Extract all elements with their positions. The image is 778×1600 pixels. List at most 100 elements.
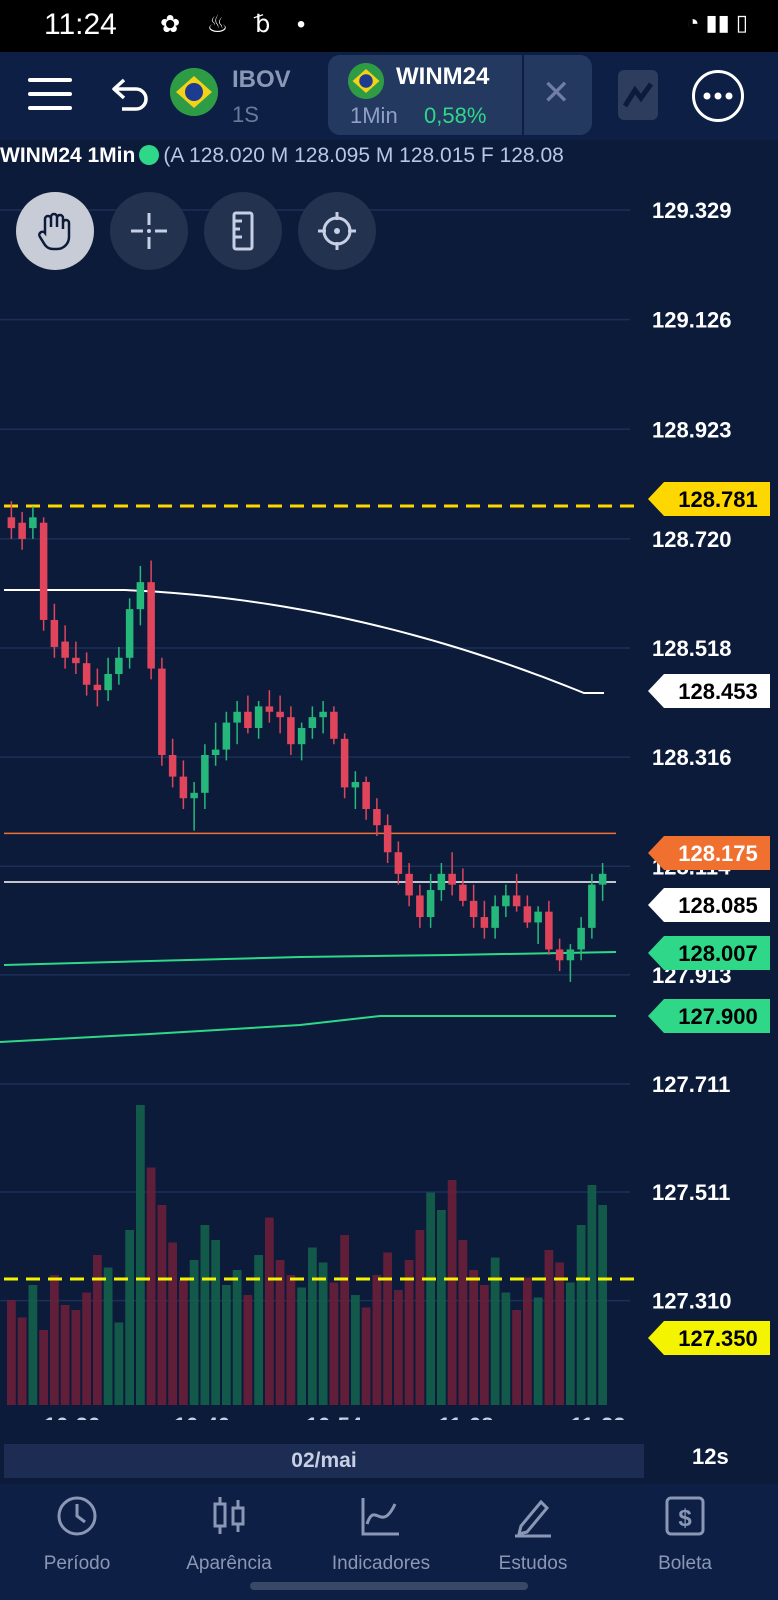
vwap-line	[3, 951, 617, 966]
price-tick-label: 128.923	[652, 417, 732, 442]
nav-estudos[interactable]: Estudos	[458, 1494, 608, 1575]
status-time: 11:24	[44, 8, 117, 41]
nav-periodo[interactable]: Período	[2, 1494, 152, 1575]
date-bar: 02/mai	[4, 1444, 644, 1478]
price-tag-label: 128.007	[678, 941, 758, 966]
candle-body	[577, 927, 585, 950]
volume-bar	[329, 1282, 339, 1405]
candle-body	[222, 722, 231, 750]
bottom-nav: Período Aparência Indicadores Estudos $ …	[0, 1484, 778, 1600]
candle-body	[426, 890, 435, 918]
candle-body	[115, 657, 123, 674]
candle-body	[459, 884, 467, 901]
volume-bar	[243, 1295, 253, 1405]
candle-body	[82, 663, 91, 685]
brazil-flag-icon	[170, 68, 218, 116]
clock-icon	[57, 1496, 97, 1536]
volume-bar	[490, 1257, 500, 1405]
price-tag: 128.453	[648, 674, 770, 708]
candle-body	[254, 706, 263, 728]
nav-boleta[interactable]: $ Boleta	[610, 1494, 760, 1575]
volume-bar	[60, 1305, 70, 1405]
price-tag: 127.350	[648, 1321, 770, 1355]
candle-body	[179, 776, 188, 799]
nav-indicadores[interactable]: Indicadores	[306, 1494, 456, 1575]
candle-body	[136, 582, 145, 610]
volume-bar	[533, 1297, 543, 1405]
price-tag: 127.900	[648, 999, 770, 1033]
candle-body	[480, 917, 489, 928]
price-tick-label: 127.310	[652, 1289, 732, 1314]
price-tick-label: 128.316	[652, 745, 732, 770]
candlestick-chart[interactable]: 129.329 129.126 128.923 128.720 128.518 128.3…	[0, 180, 778, 1420]
candle-body	[351, 782, 360, 788]
candle-body	[340, 738, 349, 788]
volume-bar	[146, 1167, 156, 1405]
time-tick-label: 10:40	[174, 1413, 230, 1420]
volume-bar	[103, 1267, 113, 1405]
candle-body	[394, 852, 403, 874]
candle-body	[469, 900, 478, 918]
volume-bar	[189, 1260, 199, 1405]
volume-bar	[318, 1262, 328, 1405]
candle-body	[201, 755, 209, 793]
back-icon[interactable]	[104, 70, 156, 118]
price-tag-label: 128.781	[678, 487, 758, 512]
price-tag-label: 128.453	[678, 679, 758, 704]
candle-body	[308, 717, 317, 728]
volume-bar	[136, 1105, 145, 1405]
volume-bar	[340, 1235, 349, 1405]
candle-body	[125, 609, 134, 658]
volume-bar	[480, 1285, 489, 1405]
candles-icon	[213, 1497, 245, 1534]
volume-bar	[415, 1230, 425, 1405]
interval-label[interactable]: 12s	[692, 1444, 729, 1469]
more-options-icon[interactable]	[692, 70, 744, 122]
volume-bar	[383, 1252, 392, 1405]
price-tag-label: 127.900	[678, 1004, 758, 1029]
candle-body	[93, 684, 102, 691]
candle-body	[297, 727, 306, 745]
pan-tool-button[interactable]	[16, 192, 94, 270]
candle-body	[566, 949, 575, 961]
nav-aparencia[interactable]: Aparência	[154, 1494, 304, 1575]
volume-bar	[437, 1210, 446, 1405]
candle-body	[18, 522, 26, 539]
volume-bar	[426, 1192, 435, 1405]
volume-bar	[576, 1225, 586, 1405]
volume-bar	[71, 1310, 81, 1405]
volume-bar	[598, 1205, 607, 1405]
close-tab-icon[interactable]: ✕	[542, 74, 571, 112]
price-tick-label: 129.329	[652, 198, 732, 223]
menu-icon[interactable]	[24, 72, 76, 116]
candle-body	[72, 657, 80, 664]
volume-bar	[39, 1330, 48, 1405]
indicator-icon	[361, 1498, 399, 1536]
candle-body	[244, 711, 252, 728]
volume-bar	[512, 1310, 521, 1405]
chart-type-icon[interactable]	[618, 70, 658, 120]
crosshair-tool-button[interactable]	[110, 192, 188, 270]
volume-bar	[275, 1260, 285, 1405]
tab-ibov[interactable]: IBOV 1S	[170, 62, 315, 132]
candle-body	[523, 906, 532, 923]
candle-body	[502, 895, 510, 907]
tab-ibov-period: 1S	[232, 102, 259, 127]
tab-winm24[interactable]: WINM24 1Min 0,58% ✕	[328, 55, 592, 135]
price-tag-label: 128.085	[678, 893, 758, 918]
time-tick-label: 11:08	[438, 1413, 493, 1420]
volume-bar	[114, 1322, 124, 1405]
tab-ibov-name: IBOV	[232, 66, 291, 93]
volume-bar	[469, 1270, 478, 1405]
candle-body	[39, 522, 48, 620]
price-tick-label: 128.518	[652, 636, 732, 661]
tab-winm24-name: WINM24	[396, 63, 490, 90]
candle-body	[147, 582, 155, 669]
volume-bar	[458, 1240, 468, 1405]
ruler-tool-button[interactable]	[204, 192, 282, 270]
price-tag-background	[648, 888, 770, 922]
nav-aparencia-label: Aparência	[186, 1553, 272, 1574]
candle-body	[330, 711, 338, 739]
candle-body	[50, 619, 59, 647]
target-tool-button[interactable]	[298, 192, 376, 270]
